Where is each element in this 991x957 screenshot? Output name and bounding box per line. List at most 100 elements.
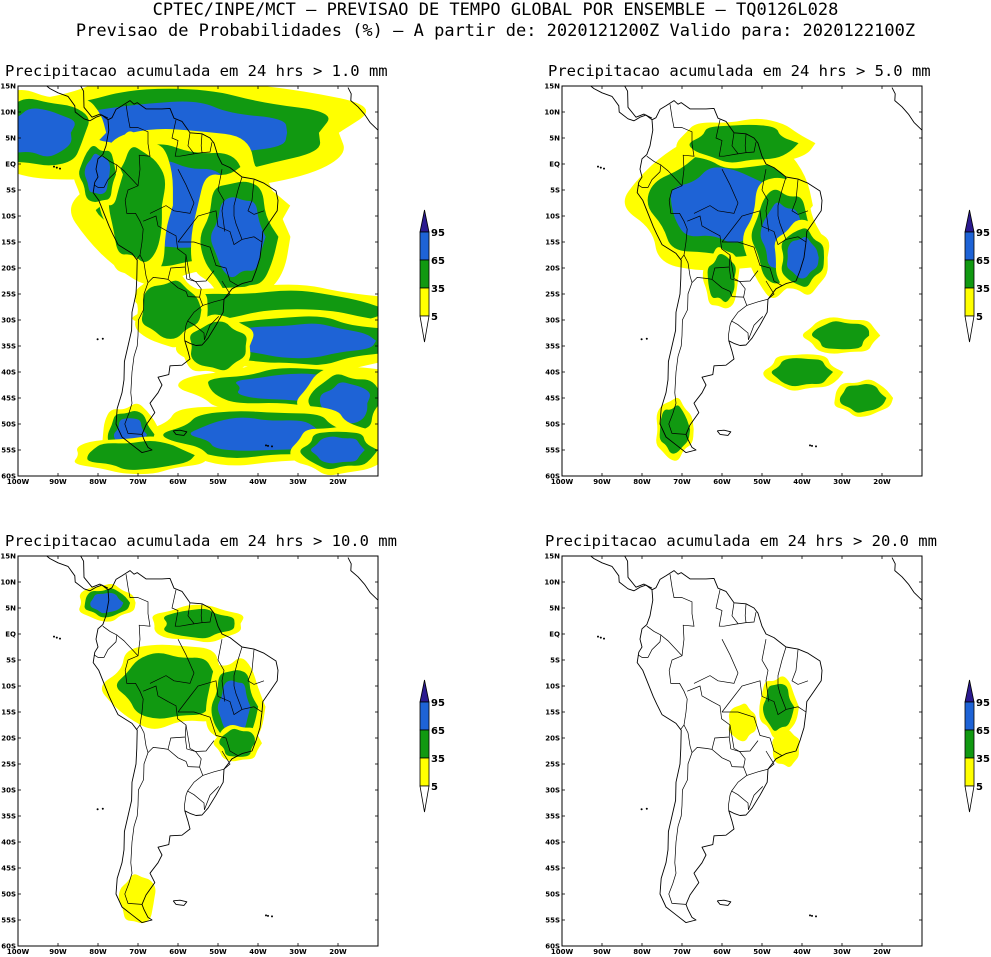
- country-border: [728, 790, 732, 811]
- lon-label: 100W: [7, 948, 30, 956]
- island: [640, 808, 643, 811]
- lon-label: 30W: [833, 478, 851, 486]
- island: [265, 914, 267, 917]
- lat-label: 55S: [545, 917, 560, 925]
- lat-label: 10N: [0, 579, 16, 587]
- island: [597, 165, 599, 168]
- panel-2-title: Precipitacao acumulada em 24 hrs > 5.0 m…: [548, 62, 931, 80]
- lat-label: 10S: [545, 213, 560, 221]
- island: [645, 337, 648, 340]
- prob-area-level-65: [217, 680, 251, 734]
- colorbar-segment-below5: [964, 315, 975, 343]
- country-border: [124, 282, 149, 435]
- island: [809, 914, 811, 917]
- country-border: [171, 119, 213, 157]
- lat-label: 40S: [545, 369, 560, 377]
- map-panel-3: 15N 10N 5N EQ 5S 10S 15S 20S 25S 30S 35S 40S 45S 50S 5…: [0, 531, 379, 956]
- country-border: [660, 634, 688, 730]
- island: [603, 167, 605, 170]
- lon-label: 60W: [169, 948, 187, 956]
- colorbar-label: 65: [976, 256, 990, 267]
- island: [271, 445, 273, 448]
- island: [809, 444, 811, 447]
- lat-label: 10S: [1, 213, 16, 221]
- lat-label: 5N: [5, 135, 16, 143]
- lat-label: 5N: [5, 605, 16, 613]
- country-border: [744, 603, 747, 623]
- coastline: [636, 100, 823, 454]
- colorbar-label: 65: [431, 256, 445, 267]
- lat-label: 5N: [549, 135, 560, 143]
- colorbar-label: 65: [431, 726, 445, 737]
- country-border: [722, 241, 783, 287]
- lat-label: 40S: [1, 369, 16, 377]
- country-border: [731, 602, 739, 624]
- country-border: [171, 589, 213, 627]
- lat-label: 30S: [545, 317, 560, 325]
- island: [101, 337, 104, 340]
- hispaniola: [120, 531, 144, 540]
- lat-label: 55S: [1, 917, 16, 925]
- colorbar-label: 65: [976, 726, 990, 737]
- lat-label: 35S: [545, 343, 560, 351]
- lat-label: 40S: [545, 839, 560, 847]
- africa-coast: [347, 556, 378, 601]
- island: [265, 444, 267, 447]
- coastline: [92, 100, 279, 454]
- lat-label: 15N: [544, 83, 560, 91]
- prob-area-level-35: [163, 608, 235, 639]
- lon-label: 50W: [753, 478, 771, 486]
- colorbar-label: 5: [431, 312, 438, 323]
- lat-label: 50S: [1, 891, 16, 899]
- prob-area-level-35: [659, 405, 691, 454]
- island: [59, 167, 61, 170]
- lon-label: 40W: [249, 948, 267, 956]
- country-border: [683, 215, 731, 284]
- prob-area-level-65: [190, 417, 322, 451]
- lon-label: 100W: [551, 948, 574, 956]
- map-frame: [561, 85, 923, 477]
- country-border: [217, 169, 226, 232]
- colorbar-segment: [964, 729, 975, 759]
- lat-label: 10N: [544, 579, 560, 587]
- lat-label: 15S: [1, 239, 16, 247]
- country-border: [149, 169, 195, 214]
- prob-area-level-5: [728, 703, 757, 742]
- colorbar-segment: [964, 231, 975, 261]
- island: [599, 166, 602, 169]
- hispaniola: [664, 61, 688, 70]
- island: [96, 338, 99, 341]
- header-line-2: Previsao de Probabilidades (%) – A parti…: [75, 21, 916, 41]
- lon-label: 80W: [89, 478, 107, 486]
- country-border: [204, 316, 220, 340]
- island: [267, 914, 269, 917]
- lat-label: EQ: [549, 631, 560, 639]
- lon-label: 60W: [713, 478, 731, 486]
- colorbar-label: 5: [431, 782, 438, 793]
- prob-area-level-35: [87, 441, 195, 470]
- prob-area-level-65: [90, 592, 124, 614]
- colorbar-segment: [419, 259, 430, 289]
- island: [55, 166, 58, 169]
- falkland-islands: [716, 899, 732, 906]
- country-border: [721, 210, 807, 246]
- lat-label: 5S: [550, 187, 560, 195]
- lat-label: 20S: [545, 735, 560, 743]
- lon-label: 40W: [249, 478, 267, 486]
- lat-label: 25S: [545, 291, 560, 299]
- prob-area-level-65: [670, 167, 771, 243]
- lat-label: 30S: [545, 787, 560, 795]
- falkland-islands: [172, 429, 188, 436]
- country-border: [668, 752, 693, 905]
- lat-label: 5S: [6, 187, 16, 195]
- lat-label: 60S: [545, 943, 560, 951]
- lat-label: 10S: [1, 683, 16, 691]
- lon-label: 50W: [209, 948, 227, 956]
- prob-area-level-35: [762, 683, 795, 731]
- country-border: [791, 649, 809, 685]
- coastline: [636, 570, 823, 924]
- country-border: [728, 320, 732, 341]
- prob-area-level-35: [771, 358, 833, 387]
- lat-label: 45S: [1, 865, 16, 873]
- lat-label: 30S: [1, 787, 16, 795]
